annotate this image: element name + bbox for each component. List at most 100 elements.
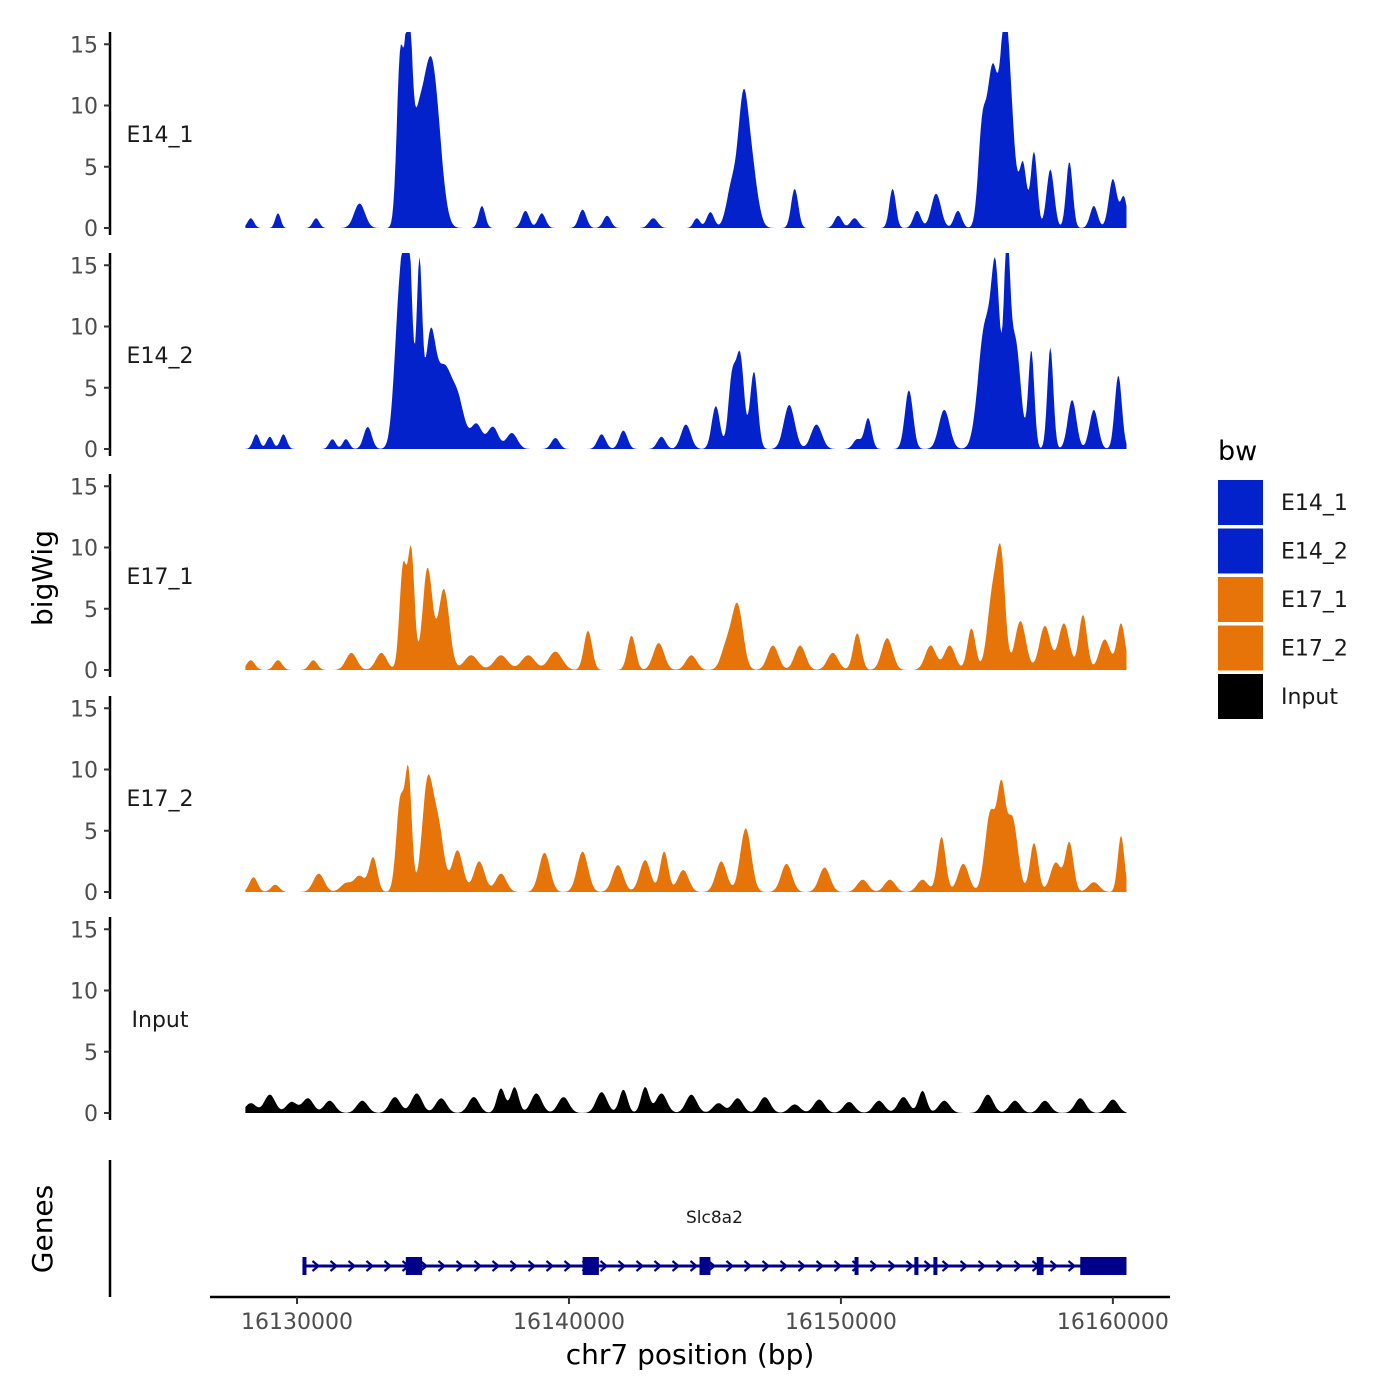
strand-arrow bbox=[365, 1260, 375, 1272]
y-tick-label: 10 bbox=[70, 537, 98, 562]
strand-arrow bbox=[995, 1260, 1005, 1272]
legend-label: E17_1 bbox=[1281, 588, 1348, 613]
track-label: Input bbox=[132, 1008, 189, 1033]
signal-area-E17_2 bbox=[245, 764, 1127, 892]
strand-arrow bbox=[815, 1260, 825, 1272]
y-tick-label: 15 bbox=[70, 254, 98, 279]
strand-arrow bbox=[725, 1260, 735, 1272]
y-tick-label: 5 bbox=[84, 598, 98, 623]
strand-arrow bbox=[491, 1260, 501, 1272]
y-tick-label: 15 bbox=[70, 918, 98, 943]
strand-arrow bbox=[383, 1260, 393, 1272]
gene-exon bbox=[1036, 1257, 1044, 1275]
strand-arrow bbox=[887, 1260, 897, 1272]
gene-exon bbox=[699, 1257, 711, 1275]
strand-arrow bbox=[959, 1260, 969, 1272]
genes-track-title: Genes bbox=[26, 1185, 59, 1273]
strand-arrow bbox=[671, 1260, 681, 1272]
strand-arrow bbox=[689, 1260, 699, 1272]
legend-swatch bbox=[1218, 577, 1263, 622]
x-tick-label: 16140000 bbox=[513, 1310, 625, 1335]
signal-area-E17_1 bbox=[245, 543, 1127, 670]
strand-arrow bbox=[779, 1260, 789, 1272]
strand-arrow bbox=[743, 1260, 753, 1272]
strand-arrow bbox=[527, 1260, 537, 1272]
strand-arrow bbox=[797, 1260, 807, 1272]
track-label: E17_1 bbox=[127, 565, 194, 590]
y-tick-label: 0 bbox=[84, 881, 98, 906]
x-axis: 16130000 16140000 16150000 16160000 bbox=[210, 1295, 1170, 1335]
signal-area-E14_2 bbox=[245, 253, 1127, 449]
gene-exon bbox=[933, 1257, 938, 1275]
track-E14_2: 0 5 10 15 E14_2 bbox=[70, 253, 1127, 463]
y-tick-label: 15 bbox=[70, 475, 98, 500]
legend-swatch bbox=[1218, 528, 1263, 574]
strand-arrow bbox=[473, 1260, 483, 1272]
strand-arrow bbox=[869, 1260, 879, 1272]
x-axis-title: chr7 position (bp) bbox=[566, 1338, 815, 1371]
legend-label: E14_2 bbox=[1281, 540, 1348, 565]
y-tick-label: 10 bbox=[70, 316, 98, 341]
y-tick-label: 10 bbox=[70, 759, 98, 784]
track-E14_1: 0 5 10 15 E14_1 bbox=[70, 32, 1127, 242]
strand-arrow bbox=[941, 1260, 951, 1272]
y-tick-label: 10 bbox=[70, 95, 98, 120]
gene-name: Slc8a2 bbox=[686, 1208, 743, 1228]
strand-arrow bbox=[977, 1260, 987, 1272]
gene-exon bbox=[405, 1257, 423, 1275]
strand-arrow bbox=[1013, 1260, 1023, 1272]
legend-swatch bbox=[1218, 625, 1263, 671]
y-axis-title: bigWig bbox=[26, 530, 59, 626]
y-tick-label: 5 bbox=[84, 1041, 98, 1066]
track-Input: 0 5 10 15 Input bbox=[70, 917, 1127, 1127]
strand-arrow bbox=[347, 1260, 357, 1272]
y-tick-label: 0 bbox=[84, 438, 98, 463]
signal-area-Input bbox=[245, 1087, 1127, 1113]
y-tick-label: 0 bbox=[84, 659, 98, 684]
strand-arrow bbox=[923, 1260, 933, 1272]
strand-arrow bbox=[833, 1260, 843, 1272]
track-label: E14_1 bbox=[127, 123, 194, 148]
legend-label: E14_1 bbox=[1281, 491, 1348, 516]
gene-exon bbox=[1080, 1257, 1127, 1275]
gene-exon bbox=[914, 1257, 919, 1275]
gene-exon bbox=[854, 1257, 859, 1275]
strand-arrow bbox=[599, 1260, 609, 1272]
y-tick-label: 0 bbox=[84, 217, 98, 242]
gene-exon bbox=[582, 1257, 599, 1275]
legend-swatch bbox=[1218, 674, 1263, 719]
track-E17_2: 0 5 10 15 E17_2 bbox=[70, 696, 1127, 906]
y-tick-label: 5 bbox=[84, 820, 98, 845]
strand-arrow bbox=[761, 1260, 771, 1272]
x-tick-label: 16130000 bbox=[241, 1310, 353, 1335]
legend-title: bw bbox=[1218, 436, 1257, 467]
y-tick-label: 5 bbox=[84, 156, 98, 181]
signal-area-E14_1 bbox=[245, 32, 1127, 228]
strand-arrow bbox=[707, 1260, 717, 1272]
track-E17_1: 0 5 10 15 E17_1 bbox=[70, 474, 1127, 684]
strand-arrow bbox=[617, 1260, 627, 1272]
x-tick-label: 16160000 bbox=[1057, 1310, 1169, 1335]
legend-swatch bbox=[1218, 480, 1263, 525]
strand-arrow bbox=[635, 1260, 645, 1272]
track-label: E14_2 bbox=[127, 344, 194, 369]
y-tick-label: 10 bbox=[70, 980, 98, 1005]
strand-arrow bbox=[419, 1260, 429, 1272]
y-tick-label: 15 bbox=[70, 33, 98, 58]
legend-label: Input bbox=[1281, 685, 1338, 710]
strand-arrow bbox=[1067, 1260, 1077, 1272]
legend-label: E17_2 bbox=[1281, 637, 1348, 662]
gene-exon bbox=[302, 1257, 307, 1275]
signal-tracks: 0 5 10 15 E14_1 0 5 10 15 E14_2 0 5 10 15 E17_1 0 5 10 15 E… bbox=[70, 32, 1127, 1127]
strand-arrow bbox=[545, 1260, 555, 1272]
y-tick-label: 5 bbox=[84, 377, 98, 402]
strand-arrow bbox=[455, 1260, 465, 1272]
track-label: E17_2 bbox=[127, 787, 194, 812]
x-tick-label: 16150000 bbox=[785, 1310, 897, 1335]
y-tick-label: 0 bbox=[84, 1102, 98, 1127]
strand-arrow bbox=[437, 1260, 447, 1272]
strand-arrow bbox=[563, 1260, 573, 1272]
y-tick-label: 15 bbox=[70, 697, 98, 722]
